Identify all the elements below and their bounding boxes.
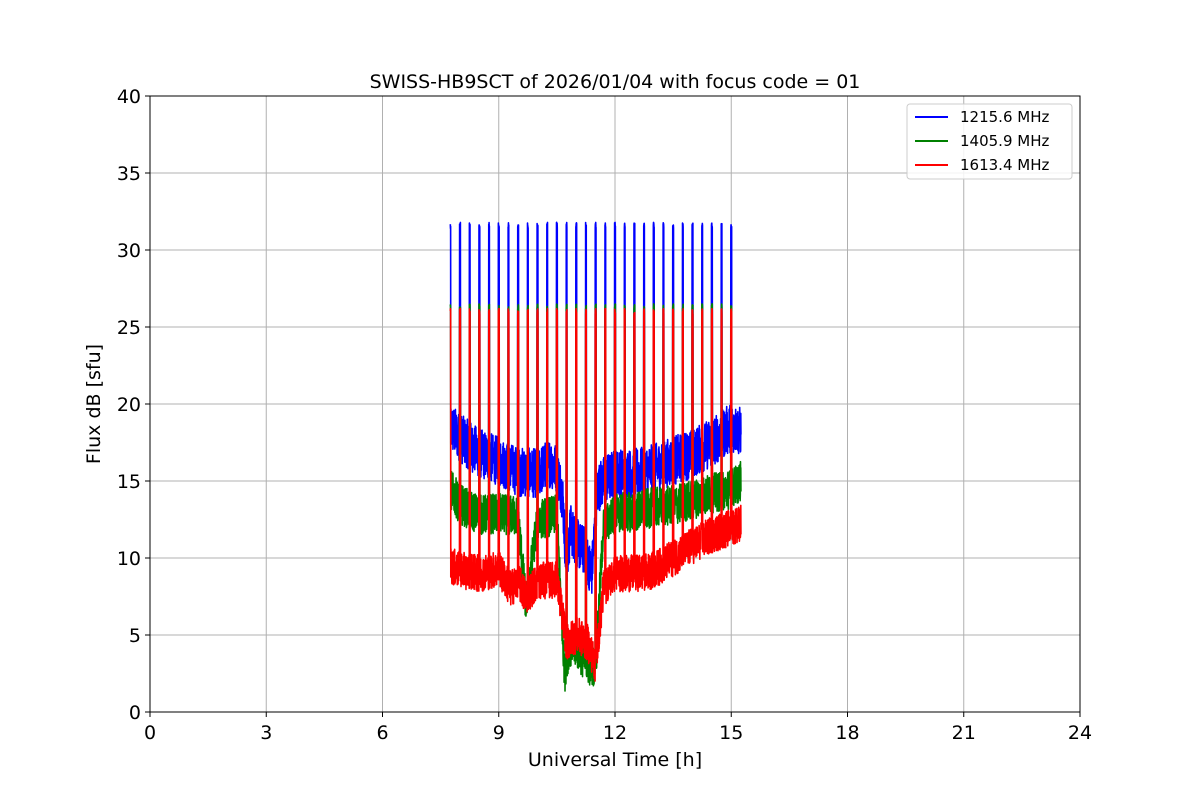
plot-area (449, 221, 742, 692)
x-axis-label: Universal Time [h] (528, 749, 702, 771)
x-tick-label: 9 (493, 722, 505, 744)
legend-label-1613: 1613.4 MHz (960, 156, 1049, 174)
y-tick-label: 0 (129, 702, 141, 724)
legend-label-1405: 1405.9 MHz (960, 132, 1049, 150)
series-1215-line (449, 221, 742, 594)
y-tick-label: 30 (117, 240, 141, 262)
legend: 1215.6 MHz 1405.9 MHz 1613.4 MHz (906, 103, 1073, 180)
axis-ticks: 0 3 6 9 12 15 18 21 24 0 5 10 15 20 25 30 35 40 (117, 86, 1092, 744)
y-tick-label: 40 (117, 86, 141, 108)
series-1613-line (449, 307, 742, 682)
x-tick-label: 15 (719, 722, 743, 744)
x-tick-label: 6 (376, 722, 388, 744)
x-tick-label: 18 (835, 722, 859, 744)
legend-box (906, 103, 1073, 180)
y-tick-label: 15 (117, 471, 141, 493)
x-tick-label: 0 (144, 722, 156, 744)
legend-label-1215: 1215.6 MHz (960, 108, 1049, 126)
y-tick-label: 10 (117, 548, 141, 570)
x-tick-label: 21 (952, 722, 976, 744)
y-tick-label: 5 (129, 625, 141, 647)
y-tick-label: 35 (117, 163, 141, 185)
y-tick-label: 25 (117, 317, 141, 339)
chart-title: SWISS-HB9SCT of 2026/01/04 with focus co… (370, 71, 861, 93)
y-axis-label: Flux dB [sfu] (83, 344, 105, 464)
x-tick-label: 12 (603, 722, 627, 744)
x-tick-label: 3 (260, 722, 272, 744)
x-tick-label: 24 (1068, 722, 1092, 744)
y-tick-label: 20 (117, 394, 141, 416)
